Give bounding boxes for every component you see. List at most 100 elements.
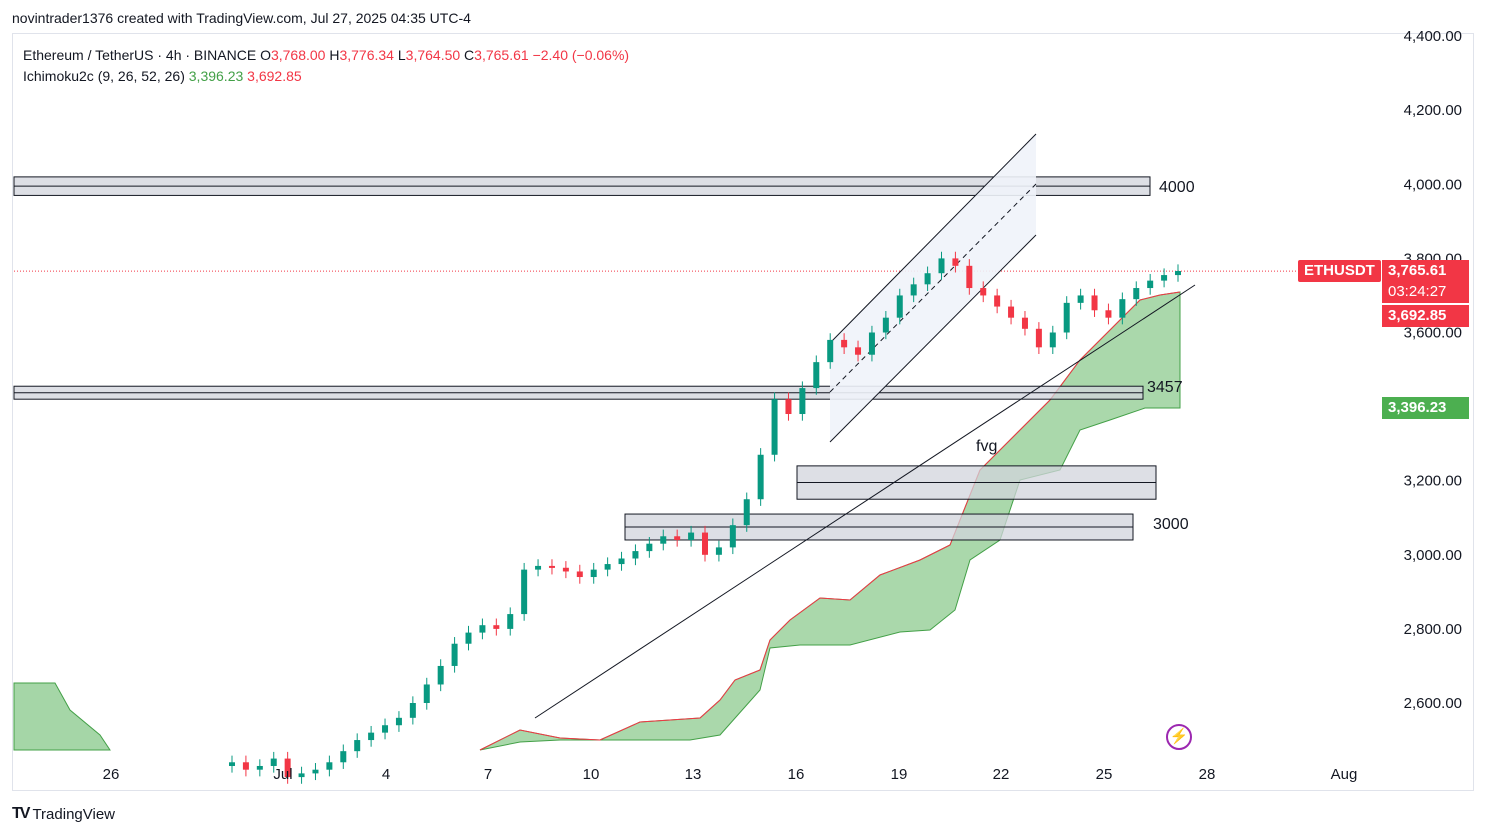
candle-body: [646, 543, 653, 552]
candle-body: [423, 684, 430, 703]
candle-body: [354, 740, 361, 752]
lightning-icon[interactable]: ⚡: [1166, 724, 1192, 750]
candle-body: [479, 625, 486, 633]
candle-body: [604, 564, 611, 570]
legend-symbol[interactable]: Ethereum / TetherUS · 4h · BINANCE: [23, 47, 257, 63]
legend-high-label: H: [329, 47, 340, 63]
tradingview-logo-icon: TV: [12, 805, 31, 822]
candle-body: [868, 332, 875, 355]
legend-ohlc-row: Ethereum / TetherUS · 4h · BINANCE O3,76…: [23, 45, 629, 66]
candle-body: [1175, 270, 1181, 276]
chart-legend: Ethereum / TetherUS · 4h · BINANCE O3,76…: [23, 45, 629, 87]
x-axis-tick-label: 22: [993, 766, 1010, 783]
legend-high: 3,776.34: [339, 47, 394, 63]
x-axis-tick-label: 26: [103, 766, 120, 783]
candle-body: [340, 751, 347, 763]
candle-body: [882, 317, 889, 333]
candle-body: [395, 717, 402, 726]
x-axis-tick-label: 16: [788, 766, 805, 783]
candle-body: [785, 399, 792, 415]
candle-body: [896, 295, 903, 318]
candle-body: [409, 703, 416, 718]
candle-body: [924, 273, 931, 285]
candle-body: [910, 284, 917, 296]
candle-body: [465, 632, 472, 644]
candle-body: [270, 758, 277, 766]
candle-body: [715, 547, 722, 555]
candle-body: [771, 399, 778, 455]
legend-ichimoku-a: 3,396.23: [188, 68, 244, 84]
legend-open: 3,768.00: [270, 47, 326, 63]
y-axis-tick-label: 2,600.00: [1404, 695, 1462, 712]
x-axis-tick-label: 10: [583, 766, 600, 783]
candle-body: [451, 643, 458, 666]
candle-body: [229, 762, 235, 766]
candle-body: [938, 258, 945, 274]
candle-body: [966, 265, 973, 289]
trendline: [534, 284, 1196, 719]
candle-body: [813, 362, 820, 389]
candle-body: [1161, 275, 1168, 281]
symbol-tag: ETHUSDT: [1298, 260, 1381, 282]
legend-indicator[interactable]: Ichimoku2c (9, 26, 52, 26): [23, 68, 185, 84]
candle-body: [521, 569, 528, 615]
legend-open-label: O: [260, 47, 271, 63]
candle-body: [298, 773, 305, 778]
candle-body: [493, 625, 500, 629]
x-axis-tick-label: 25: [1096, 766, 1113, 783]
x-axis-tick-label: 28: [1199, 766, 1216, 783]
candle-body: [841, 339, 848, 348]
level-label: 3457: [1147, 379, 1183, 396]
candle-body: [1049, 332, 1056, 348]
x-axis-tick-label: Aug: [1331, 766, 1358, 783]
legend-close-label: C: [464, 47, 475, 63]
y-axis-tick-label: 3,600.00: [1404, 325, 1462, 342]
candle-body: [437, 665, 444, 685]
x-axis-tick-label: Jul: [273, 766, 292, 783]
candle-body: [548, 565, 555, 568]
candle-body: [590, 569, 597, 578]
channel-lower-line: [829, 234, 1037, 443]
candle-body: [618, 558, 625, 565]
level-label: fvg: [976, 438, 997, 455]
candle-body: [326, 762, 333, 770]
last-price-tag: 3,765.61: [1382, 260, 1469, 282]
footer-brand-name: TradingView: [32, 805, 115, 823]
y-axis-tick-label: 4,000.00: [1404, 176, 1462, 193]
candle-body: [368, 732, 375, 741]
candle-body: [994, 295, 1001, 307]
candle-body: [382, 725, 389, 733]
channel-upper-line: [829, 133, 1037, 344]
x-axis-tick-label: 19: [891, 766, 908, 783]
candle-body: [827, 339, 834, 363]
y-axis-tick-label: 2,800.00: [1404, 621, 1462, 638]
footer-brand[interactable]: TV TradingView: [12, 805, 115, 823]
candle-body: [1008, 306, 1015, 318]
candle-body: [576, 571, 583, 578]
candle-body: [1147, 280, 1154, 289]
legend-change: −2.40 (−0.06%): [532, 47, 630, 63]
candle-body: [688, 532, 695, 540]
y-axis-tick-label: 3,200.00: [1404, 473, 1462, 490]
candle-body: [1133, 288, 1140, 300]
span-b-tag: 3,692.85: [1382, 305, 1469, 327]
x-axis-tick-label: 13: [685, 766, 702, 783]
candle-body: [1119, 299, 1126, 318]
x-axis-tick-label: 7: [484, 766, 492, 783]
candle-body: [1063, 302, 1070, 333]
legend-close: 3,765.61: [474, 47, 529, 63]
candle-body: [855, 347, 862, 355]
candle-body: [242, 762, 249, 770]
candle-body: [312, 769, 319, 774]
chart-frame: [12, 33, 1474, 791]
candle-body: [256, 765, 263, 770]
legend-ichimoku-b: 3,692.85: [247, 68, 302, 84]
candle-body: [743, 499, 750, 526]
x-axis-tick-label: 4: [382, 766, 390, 783]
candle-body: [952, 258, 959, 266]
candle-body: [1035, 328, 1042, 348]
candle-body: [674, 536, 681, 540]
span-a-tag: 3,396.23: [1382, 397, 1469, 419]
candle-body: [757, 454, 764, 500]
